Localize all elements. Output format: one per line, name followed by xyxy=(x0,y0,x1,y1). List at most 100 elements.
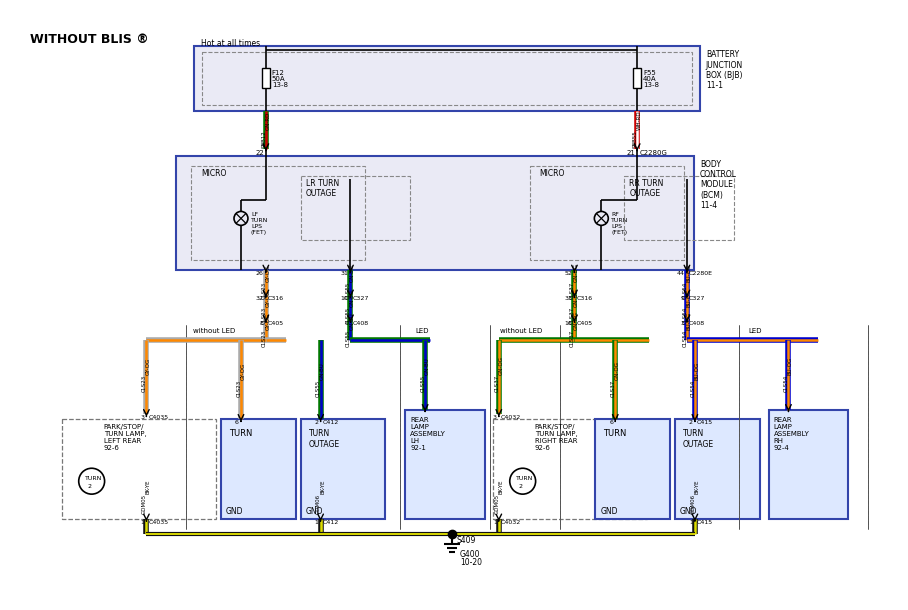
Bar xyxy=(202,52,692,105)
Text: BU-OG: BU-OG xyxy=(788,356,793,375)
Text: GY-OG: GY-OG xyxy=(265,313,271,330)
Text: GN-BU: GN-BU xyxy=(425,357,429,375)
Text: C316: C316 xyxy=(268,296,284,301)
Text: GDM06: GDM06 xyxy=(316,494,321,514)
Text: GY-OG: GY-OG xyxy=(241,362,245,379)
Text: GND: GND xyxy=(226,507,243,516)
Text: 1: 1 xyxy=(141,520,144,525)
Text: TURN
OUTAGE: TURN OUTAGE xyxy=(683,429,714,449)
Text: BK-YE: BK-YE xyxy=(146,479,151,494)
Text: 22: 22 xyxy=(255,149,264,156)
Bar xyxy=(176,156,694,270)
Text: GND: GND xyxy=(600,507,617,516)
Text: C415: C415 xyxy=(696,420,713,425)
Text: 8: 8 xyxy=(260,321,264,326)
Text: MICRO: MICRO xyxy=(202,168,226,178)
Bar xyxy=(194,46,700,111)
Bar xyxy=(675,420,760,519)
Text: C412: C412 xyxy=(322,420,339,425)
Text: BU-OG: BU-OG xyxy=(695,361,699,379)
Text: GN-BU: GN-BU xyxy=(321,362,325,379)
Text: GN-OG: GN-OG xyxy=(574,263,579,282)
Text: C405: C405 xyxy=(577,321,593,326)
Text: RF
TURN
LPS
(FET): RF TURN LPS (FET) xyxy=(611,212,628,235)
Text: CLS55: CLS55 xyxy=(346,330,351,347)
Text: CLS55: CLS55 xyxy=(420,375,426,392)
Text: GN-OG: GN-OG xyxy=(574,311,579,330)
Text: 13-8: 13-8 xyxy=(643,82,659,88)
Text: C2280E: C2280E xyxy=(689,271,713,276)
Text: C4032: C4032 xyxy=(501,415,521,420)
Bar xyxy=(301,176,410,240)
Text: GN-BU: GN-BU xyxy=(350,264,355,282)
Text: CLS37: CLS37 xyxy=(570,307,575,325)
Bar xyxy=(301,420,385,519)
Text: 9: 9 xyxy=(681,296,685,301)
Text: 10-20: 10-20 xyxy=(460,558,482,567)
Text: C316: C316 xyxy=(577,296,593,301)
Text: PARK/STOP/
TURN LAMP,
LEFT REAR
92-6: PARK/STOP/ TURN LAMP, LEFT REAR 92-6 xyxy=(104,425,146,451)
Text: LF
TURN
LPS
(FET): LF TURN LPS (FET) xyxy=(251,212,268,235)
Text: CLS23: CLS23 xyxy=(236,379,242,397)
Text: 33: 33 xyxy=(565,296,572,301)
Text: GND: GND xyxy=(680,507,697,516)
Text: C405: C405 xyxy=(268,321,284,326)
Text: C415: C415 xyxy=(696,520,713,525)
Text: 52: 52 xyxy=(565,271,572,276)
Text: BU-OG: BU-OG xyxy=(686,264,691,282)
Text: GY-OG: GY-OG xyxy=(146,357,151,375)
Text: CLS37: CLS37 xyxy=(570,330,575,347)
Text: GN-OG: GN-OG xyxy=(615,361,620,379)
Text: S409: S409 xyxy=(457,536,477,545)
Text: 3: 3 xyxy=(493,415,497,420)
Text: CLS54: CLS54 xyxy=(683,307,687,325)
Text: GN-OG: GN-OG xyxy=(498,356,503,375)
Text: C327: C327 xyxy=(689,296,706,301)
Text: CLS55: CLS55 xyxy=(346,282,351,300)
Text: 1: 1 xyxy=(315,520,319,525)
Text: GN-OG: GN-OG xyxy=(574,288,579,307)
Text: Hot at all times: Hot at all times xyxy=(202,39,261,48)
Text: 4: 4 xyxy=(344,321,349,326)
Text: TURN: TURN xyxy=(84,476,102,481)
Text: 1: 1 xyxy=(493,520,497,525)
Text: GY-OG: GY-OG xyxy=(265,265,271,282)
Text: 44: 44 xyxy=(677,271,685,276)
Text: C4035: C4035 xyxy=(148,415,169,420)
Bar xyxy=(493,420,647,519)
Text: CLS55: CLS55 xyxy=(346,307,351,325)
Text: without LED: without LED xyxy=(499,328,542,334)
Text: CLS37: CLS37 xyxy=(570,282,575,300)
Text: GND: GND xyxy=(306,507,323,516)
Text: WH-RD: WH-RD xyxy=(637,110,642,130)
Text: WITHOUT BLIS ®: WITHOUT BLIS ® xyxy=(30,33,149,46)
Text: C4035: C4035 xyxy=(148,520,169,525)
Text: 2: 2 xyxy=(518,484,523,489)
Text: GDM05: GDM05 xyxy=(494,494,499,514)
Text: CLS23: CLS23 xyxy=(142,375,147,392)
Text: BU-OG: BU-OG xyxy=(686,289,691,307)
Text: CLS23: CLS23 xyxy=(262,282,266,300)
Bar xyxy=(624,176,734,240)
Text: C2280G: C2280G xyxy=(639,149,667,156)
Text: TURN
OUTAGE: TURN OUTAGE xyxy=(309,429,340,449)
Bar xyxy=(262,68,270,88)
Text: BU-OG: BU-OG xyxy=(686,312,691,330)
Text: 3: 3 xyxy=(681,321,685,326)
Text: F55: F55 xyxy=(643,70,656,76)
Text: LR TURN
OUTAGE: LR TURN OUTAGE xyxy=(306,179,339,198)
Text: CLS54: CLS54 xyxy=(690,379,696,397)
Text: REAR
LAMP
ASSEMBLY
LH
92-1: REAR LAMP ASSEMBLY LH 92-1 xyxy=(410,417,446,451)
Text: CLS54: CLS54 xyxy=(784,375,789,392)
Text: 26: 26 xyxy=(256,271,264,276)
Text: 50A: 50A xyxy=(271,76,285,82)
Text: PARK/STOP/
TURN LAMP,
RIGHT REAR
92-6: PARK/STOP/ TURN LAMP, RIGHT REAR 92-6 xyxy=(535,425,577,451)
Text: GN-BU: GN-BU xyxy=(350,289,355,307)
Bar xyxy=(221,420,296,519)
Text: F12: F12 xyxy=(271,70,285,76)
Text: GN-RD: GN-RD xyxy=(265,112,271,130)
Text: RR TURN
OUTAGE: RR TURN OUTAGE xyxy=(629,179,664,198)
Text: 1: 1 xyxy=(689,520,693,525)
Text: 10: 10 xyxy=(340,296,349,301)
Text: CLS55: CLS55 xyxy=(316,379,321,397)
